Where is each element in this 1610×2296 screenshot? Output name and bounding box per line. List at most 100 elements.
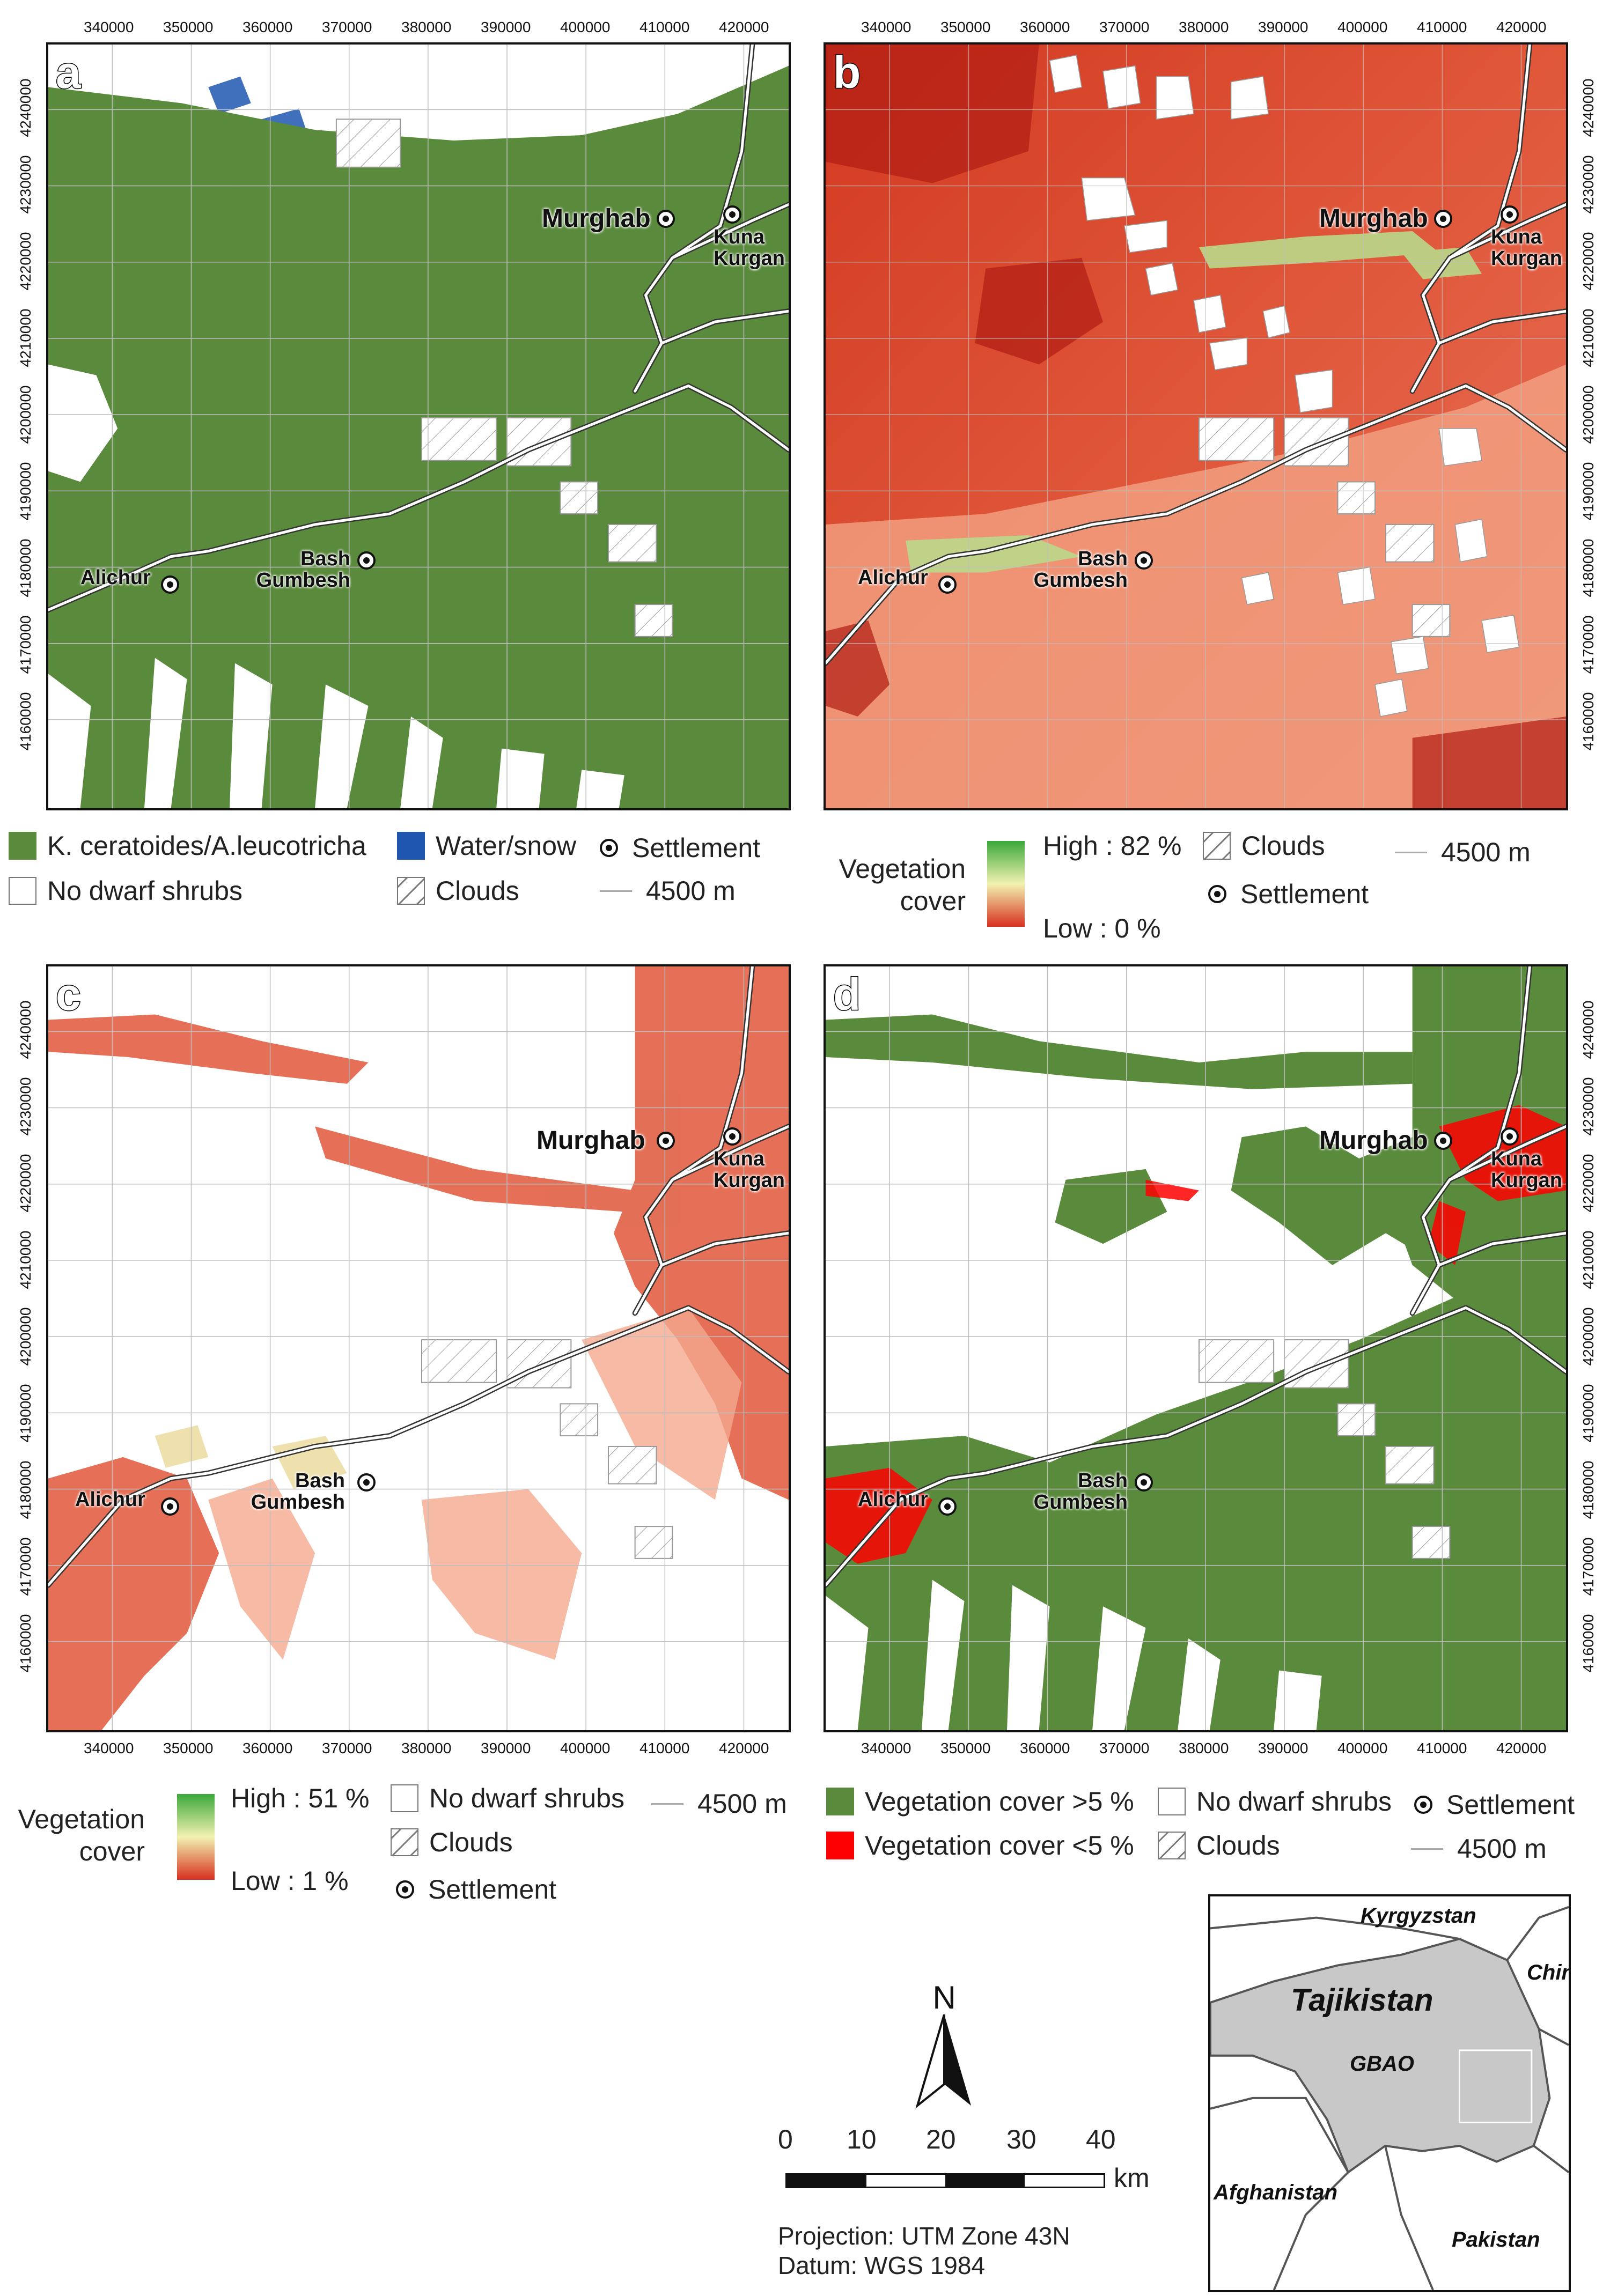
x-tick-label: 370000 [322,19,372,35]
roads [48,966,789,1587]
no-shrub-swatch [391,1784,418,1812]
panel-letter-c: c [55,969,82,1021]
legend-item-below5: Vegetation cover <5 % [826,1830,1134,1861]
scale-tick-label: 40 [1086,2124,1116,2154]
grid-lines [48,45,789,808]
place-label-bash-gumbesh: Bash Gumbesh [1030,1470,1128,1514]
place-label-kuna-kurgan: Kuna Kurgan [714,1148,785,1192]
panel-letter-d: d [832,969,861,1021]
map-panel-b: b Murghab Kuna Kurgan Alichur Bash Gumbesh [824,42,1568,810]
place-label-kuna: Kuna [714,1148,764,1170]
x-tick-label: 380000 [401,19,452,35]
legend-title-line-2: cover [900,886,966,916]
legend-label-no-shrubs: No dwarf shrubs [1196,1786,1392,1817]
cloud-swatch [397,877,425,905]
legend-label-clouds: Clouds [1196,1830,1280,1861]
place-label-kurgan: Kurgan [714,1169,785,1192]
scale-tick-label: 30 [1006,2124,1036,2154]
cloud-swatch [1158,1832,1186,1859]
x-tick-label: 410000 [1417,1740,1467,1756]
place-label-bash: Bash [295,1470,345,1492]
legend-item-no-shrubs: No dwarf shrubs [391,1783,624,1814]
place-label-gumbesh: Gumbesh [1033,1490,1128,1514]
scale-tick-label: 0 [778,2124,793,2154]
map-panel-d: d Murghab Kuna Kurgan Alichur Bash Gumbesh [824,964,1568,1732]
settlement-marker-murghab [657,210,675,228]
legend-label-settlement: Settlement [632,833,761,863]
legend-item-settlement: Settlement [600,832,760,863]
x-tick-label: 410000 [1417,19,1467,35]
no-shrub-areas [48,364,624,808]
x-tick-label: 400000 [1337,1740,1388,1756]
no-shrub-areas [826,1579,1322,1730]
settlement-marker-murghab [1434,210,1452,228]
scale-unit: km [1114,2163,1150,2193]
y-tick-label: 4210000 [17,308,34,367]
contour-swatch [1411,1848,1443,1850]
legend-label-settlement: Settlement [1240,879,1369,909]
legend-label-low: Low : 0 % [1043,913,1161,943]
x-tick-label: 350000 [163,19,214,35]
color-ramp-b [987,841,1025,927]
settlement-marker-kuna-kurgan [1501,205,1519,224]
legend-title-b: Vegetation cover [826,853,966,917]
x-tick-label: 360000 [1020,1740,1070,1756]
scale-tick-label: 20 [926,2124,956,2154]
settlement-marker-kuna-kurgan [723,205,741,224]
panel-letter-b: b [832,47,861,99]
settlement-marker-alichur [938,1497,957,1516]
legend-title-c: Vegetation cover [5,1803,145,1867]
y-tick-label: 4160000 [17,692,34,751]
legend-label-clouds: Clouds [429,1827,513,1857]
cover-above-5-swatch [826,1788,854,1815]
x-tick-label: 370000 [322,1740,372,1756]
high-cover-areas [155,1425,347,1489]
place-label-bash-gumbesh: Bash Gumbesh [247,1470,345,1514]
legend-label-no-shrubs: No dwarf shrubs [429,1783,625,1813]
y-tick-label: 4190000 [1580,1384,1597,1443]
shrub-swatch [9,832,36,860]
legend-item-clouds: Clouds [1158,1830,1280,1861]
x-tick-label: 360000 [242,19,293,35]
legend-item-no-shrubs: No dwarf shrubs [9,875,242,906]
x-tick-label: 390000 [481,19,531,35]
cloud-areas [1198,1339,1451,1559]
legend-label-contour: 4500 m [1441,837,1531,867]
legend-label-no-shrubs: No dwarf shrubs [47,876,243,906]
map-panel-c: c Murghab Kuna Kurgan Alichur Bash Gumbesh [46,964,791,1732]
place-label-kuna-kurgan: Kuna Kurgan [714,226,785,270]
legend-item-contour: 4500 m [1395,837,1531,868]
legend-label-above5: Vegetation cover >5 % [865,1786,1134,1817]
panel-letter-a: a [55,47,82,99]
y-tick-label: 4230000 [1580,155,1597,214]
legend-item-settlement: Settlement [396,1874,556,1905]
x-tick-label: 390000 [1258,1740,1308,1756]
legend-title-line-1: Vegetation [839,854,966,884]
map-b-raster [826,45,1566,808]
inset-label-kyrgyzstan: Kyrgyzstan [1361,1904,1476,1928]
x-tick-label: 420000 [719,19,769,35]
y-tick-label: 4180000 [1580,1460,1597,1519]
x-tick-label: 350000 [940,1740,991,1756]
place-label-bash: Bash [300,548,350,570]
cloud-swatch [1203,832,1231,860]
y-tick-label: 4160000 [1580,692,1597,751]
legend-label-low: Low : 1 % [231,1866,349,1896]
y-tick-label: 4240000 [17,78,34,137]
settlement-marker-bash-gumbesh [357,551,376,570]
place-label-kurgan: Kurgan [1491,247,1562,270]
place-label-murghab: Murghab [542,204,651,233]
legend-item-above5: Vegetation cover >5 % [826,1786,1134,1817]
no-shrub-swatch [1158,1788,1186,1815]
datum-line: Datum: WGS 1984 [778,2251,986,2280]
y-tick-label: 4190000 [17,1384,34,1443]
shrub-areas [48,65,789,808]
x-tick-label: 400000 [560,19,611,35]
legend-item-settlement: Settlement [1208,878,1369,910]
place-label-alichur: Alichur [75,1488,145,1511]
settlement-marker-alichur [161,1497,179,1516]
x-tick-label: 370000 [1099,1740,1150,1756]
y-tick-label: 4190000 [17,462,34,521]
inset-label-afghanistan: Afghanistan [1214,2181,1338,2204]
place-label-bash-gumbesh: Bash Gumbesh [252,548,350,592]
